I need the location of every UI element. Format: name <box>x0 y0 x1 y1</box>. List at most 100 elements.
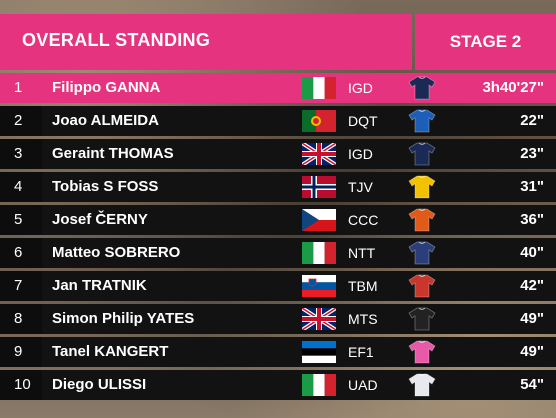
flag-cell <box>294 205 338 235</box>
time-gap: 42" <box>520 277 544 294</box>
team-code: TJV <box>348 179 373 195</box>
jersey-cell <box>396 238 448 268</box>
time-gap: 31" <box>520 178 544 195</box>
time-cell: 36" <box>448 205 556 235</box>
rider-name-cell: Filippo GANNA <box>42 73 294 103</box>
table-row: 6 Matteo SOBRERO NTT 40" <box>0 238 556 268</box>
team-code: IGD <box>348 146 373 162</box>
time-cell: 54" <box>448 370 556 400</box>
time-gap: 22" <box>520 112 544 129</box>
jersey-cell <box>396 73 448 103</box>
team-code: UAD <box>348 377 378 393</box>
team-jersey-icon <box>408 142 436 166</box>
table-row: 2 Joao ALMEIDA DQT 22" <box>0 106 556 136</box>
rank-number: 2 <box>0 106 42 136</box>
time-gap: 49" <box>520 310 544 327</box>
flag-cell <box>294 304 338 334</box>
team-cell: UAD <box>338 370 396 400</box>
rider-name: Joao ALMEIDA <box>52 112 159 129</box>
time-cell: 40" <box>448 238 556 268</box>
team-cell: EF1 <box>338 337 396 367</box>
table-row: 9 Tanel KANGERT EF1 49" <box>0 337 556 367</box>
time-cell: 49" <box>448 337 556 367</box>
time-cell: 23" <box>448 139 556 169</box>
rank-number: 3 <box>0 139 42 169</box>
flag-cell <box>294 337 338 367</box>
team-jersey-icon <box>408 340 436 364</box>
team-cell: IGD <box>338 73 396 103</box>
page-title: OVERALL STANDING <box>22 30 211 50</box>
rider-name-cell: Simon Philip YATES <box>42 304 294 334</box>
time-gap: 3h40'27" <box>482 79 544 96</box>
jersey-cell <box>396 271 448 301</box>
team-jersey-icon <box>408 76 436 100</box>
team-jersey-icon <box>408 241 436 265</box>
rider-name: Geraint THOMAS <box>52 145 174 162</box>
country-flag-icon <box>302 275 336 297</box>
team-code: IGD <box>348 80 373 96</box>
rank-number: 4 <box>0 172 42 202</box>
country-flag-icon <box>302 77 336 99</box>
stage-badge: STAGE 2 <box>415 14 556 70</box>
flag-cell <box>294 172 338 202</box>
jersey-cell <box>396 304 448 334</box>
country-flag-icon <box>302 242 336 264</box>
table-row: 4 Tobias S FOSS TJV 31" <box>0 172 556 202</box>
team-cell: DQT <box>338 106 396 136</box>
table-row: 1 Filippo GANNA IGD 3h40'27" <box>0 73 556 103</box>
rider-name: Diego ULISSI <box>52 376 147 393</box>
team-jersey-icon <box>408 307 436 331</box>
country-flag-icon <box>302 341 336 363</box>
time-cell: 49" <box>448 304 556 334</box>
rank-number: 9 <box>0 337 42 367</box>
rider-name-cell: Geraint THOMAS <box>42 139 294 169</box>
table-row: 3 Geraint THOMAS IGD 23" <box>0 139 556 169</box>
flag-cell <box>294 139 338 169</box>
flag-cell <box>294 73 338 103</box>
time-gap: 49" <box>520 343 544 360</box>
table-row: 5 Josef ČERNY CCC 36" <box>0 205 556 235</box>
rank-number: 5 <box>0 205 42 235</box>
team-jersey-icon <box>408 109 436 133</box>
team-cell: IGD <box>338 139 396 169</box>
rank-number: 7 <box>0 271 42 301</box>
country-flag-icon <box>302 110 336 132</box>
rider-name-cell: Jan TRATNIK <box>42 271 294 301</box>
rider-name-cell: Josef ČERNY <box>42 205 294 235</box>
country-flag-icon <box>302 374 336 396</box>
team-jersey-icon <box>408 208 436 232</box>
jersey-cell <box>396 205 448 235</box>
flag-cell <box>294 238 338 268</box>
rider-name: Filippo GANNA <box>52 79 161 96</box>
rider-name-cell: Joao ALMEIDA <box>42 106 294 136</box>
flag-cell <box>294 106 338 136</box>
time-cell: 3h40'27" <box>448 73 556 103</box>
rider-name: Tobias S FOSS <box>52 178 159 195</box>
time-gap: 23" <box>520 145 544 162</box>
team-cell: MTS <box>338 304 396 334</box>
stage-label: STAGE 2 <box>449 32 522 51</box>
rider-name: Matteo SOBRERO <box>52 244 181 261</box>
rider-name: Jan TRATNIK <box>52 277 147 294</box>
rider-name-cell: Tanel KANGERT <box>42 337 294 367</box>
country-flag-icon <box>302 176 336 198</box>
flag-cell <box>294 370 338 400</box>
rider-name-cell: Diego ULISSI <box>42 370 294 400</box>
table-row: 10 Diego ULISSI UAD 54" <box>0 370 556 400</box>
jersey-cell <box>396 106 448 136</box>
rider-name-cell: Tobias S FOSS <box>42 172 294 202</box>
team-cell: NTT <box>338 238 396 268</box>
jersey-cell <box>396 139 448 169</box>
team-cell: CCC <box>338 205 396 235</box>
team-code: EF1 <box>348 344 374 360</box>
rank-number: 1 <box>0 73 42 103</box>
jersey-cell <box>396 337 448 367</box>
rider-name: Tanel KANGERT <box>52 343 169 360</box>
team-code: TBM <box>348 278 378 294</box>
rank-number: 8 <box>0 304 42 334</box>
country-flag-icon <box>302 308 336 330</box>
team-code: NTT <box>348 245 376 261</box>
header-bar: OVERALL STANDING <box>0 14 412 70</box>
team-jersey-icon <box>408 373 436 397</box>
team-code: CCC <box>348 212 379 228</box>
